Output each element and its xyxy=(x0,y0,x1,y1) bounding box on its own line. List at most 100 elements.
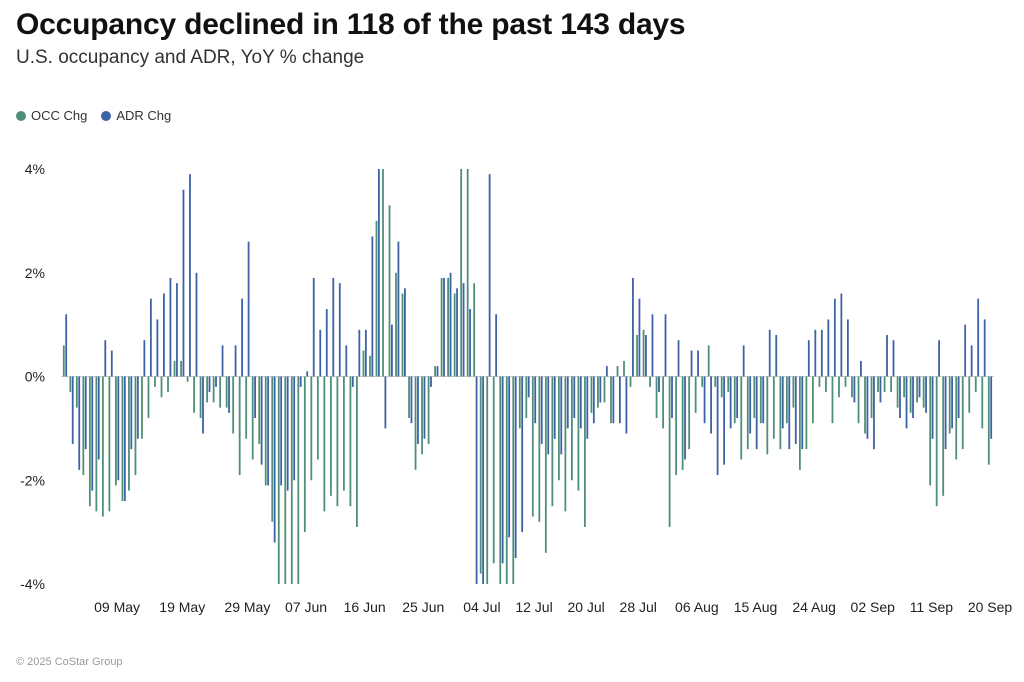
occ-bar xyxy=(160,376,163,398)
occ-bar xyxy=(655,376,658,418)
legend-adr-label: ADR Chg xyxy=(116,108,172,123)
adr-bar xyxy=(690,350,693,377)
occ-bar xyxy=(851,376,853,398)
occ-bar xyxy=(805,376,808,450)
x-tick-label: 04 Jul xyxy=(463,599,500,615)
adr-bar xyxy=(358,329,361,377)
x-tick-label: 07 Jun xyxy=(285,599,327,615)
occ-bar xyxy=(570,376,573,481)
adr-bar xyxy=(136,376,139,439)
adr-bar xyxy=(625,376,628,434)
occ-bar xyxy=(636,335,638,377)
adr-bar xyxy=(332,277,335,377)
occ-bar xyxy=(753,376,756,418)
occ-bar xyxy=(414,376,417,470)
x-tick-label: 19 May xyxy=(159,599,205,615)
adr-bar xyxy=(951,376,954,429)
occ-bar xyxy=(479,376,482,574)
occ-bar xyxy=(134,376,137,476)
x-tick-label: 06 Aug xyxy=(675,599,719,615)
occ-bar xyxy=(740,376,743,460)
adr-bar xyxy=(247,241,250,377)
adr-bar xyxy=(729,376,732,429)
occ-bar xyxy=(766,376,769,455)
occ-bar xyxy=(779,376,782,450)
occ-bar xyxy=(271,376,274,522)
occ-bar xyxy=(154,376,156,387)
adr-bar xyxy=(456,288,458,377)
occ-bar xyxy=(427,376,430,444)
adr-bar xyxy=(970,345,973,377)
occ-bar xyxy=(675,376,678,476)
adr-bar xyxy=(286,376,289,491)
adr-bar xyxy=(221,345,224,377)
occ-bar xyxy=(453,293,456,377)
adr-bar xyxy=(254,376,257,418)
adr-bar xyxy=(202,376,204,434)
adr-bar xyxy=(918,376,921,398)
adr-bar xyxy=(638,298,641,377)
occ-bar xyxy=(610,376,612,424)
adr-bar xyxy=(846,319,849,377)
adr-bar xyxy=(130,376,133,450)
occ-bar xyxy=(544,376,547,553)
occ-bar xyxy=(95,376,98,512)
adr-bar xyxy=(189,174,191,377)
occ-bar xyxy=(974,376,977,393)
adr-bar xyxy=(488,174,491,377)
occ-bar xyxy=(584,376,586,527)
adr-bar xyxy=(71,376,74,444)
occ-bar xyxy=(981,376,984,429)
occ-bar xyxy=(746,376,749,450)
occ-bar xyxy=(662,376,664,429)
x-tick-label: 20 Jul xyxy=(567,599,604,615)
occ-bar xyxy=(115,376,117,486)
adr-bar xyxy=(925,376,927,413)
adr-bar xyxy=(566,376,569,429)
adr-bar xyxy=(469,309,471,377)
occ-bar xyxy=(564,376,567,512)
occ-bar xyxy=(199,376,202,418)
adr-bar xyxy=(579,376,582,429)
adr-bar xyxy=(553,376,556,439)
adr-bar xyxy=(319,329,322,377)
adr-bar xyxy=(91,376,94,491)
adr-bar xyxy=(169,277,172,377)
adr-bar xyxy=(78,376,81,470)
occ-bar xyxy=(128,376,130,491)
occ-bar xyxy=(473,283,476,377)
occ-bar xyxy=(792,376,795,408)
adr-bar xyxy=(957,376,960,418)
occ-bar xyxy=(121,376,124,501)
legend-item-occ[interactable]: OCC Chg xyxy=(16,108,87,123)
adr-bar xyxy=(110,350,113,377)
occ-bar xyxy=(440,277,443,377)
adr-bar xyxy=(475,376,478,584)
adr-bar xyxy=(215,376,217,387)
adr-bar xyxy=(944,376,947,450)
occ-bar xyxy=(173,360,176,377)
adr-bar xyxy=(306,371,309,377)
adr-bar xyxy=(860,360,862,377)
occ-bar xyxy=(316,376,319,460)
adr-bar xyxy=(462,283,465,377)
adr-bar xyxy=(977,298,980,377)
occ-bar xyxy=(251,376,254,460)
occ-bar xyxy=(69,376,72,393)
occ-bar xyxy=(375,220,378,377)
adr-bar xyxy=(938,340,940,377)
legend-item-adr[interactable]: ADR Chg xyxy=(101,108,171,123)
occ-bar xyxy=(825,376,827,393)
occ-bar xyxy=(759,376,762,424)
occ-bar xyxy=(447,277,450,377)
adr-bar xyxy=(892,340,895,377)
adr-bar xyxy=(97,376,100,460)
adr-bar xyxy=(351,376,354,387)
adr-bar xyxy=(397,241,400,377)
occ-bar xyxy=(499,376,502,584)
adr-bar xyxy=(176,283,178,377)
adr-bar xyxy=(449,272,452,377)
occ-bar xyxy=(681,376,684,470)
legend-adr-swatch xyxy=(101,110,112,121)
adr-bar xyxy=(990,376,993,439)
